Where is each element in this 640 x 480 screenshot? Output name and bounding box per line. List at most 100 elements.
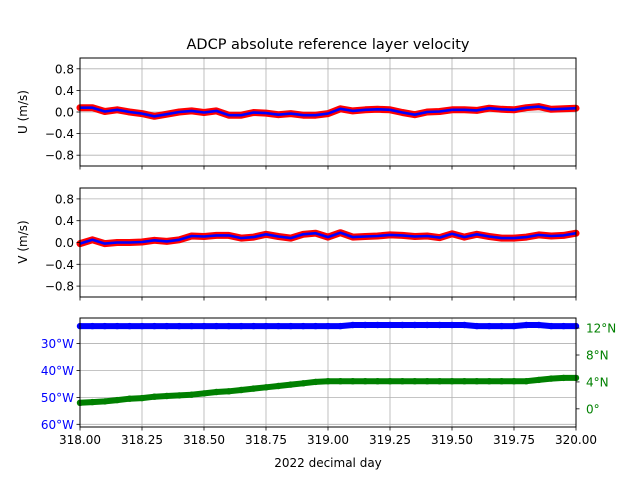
pos-xtick-label-3: 318.75 (245, 433, 287, 447)
lon-point-19 (312, 322, 319, 330)
lon-point-1 (89, 322, 96, 330)
lat-point-8 (176, 392, 183, 399)
x-axis-label: 2022 decimal day (274, 456, 382, 470)
v-ytick-label-0: −0.8 (45, 280, 74, 294)
lon-point-31 (461, 321, 468, 329)
lon-point-23 (362, 321, 369, 329)
position-panel-grid (79, 318, 577, 427)
lat-point-1 (89, 398, 96, 406)
lat-ytick-label-0: 0° (586, 402, 600, 416)
lon-point-38 (548, 322, 555, 330)
lat-point-35 (510, 378, 518, 385)
v-smoothed-line (79, 231, 577, 245)
pos-xtick-label-1: 318.25 (121, 433, 163, 447)
lon-point-22 (349, 321, 356, 329)
lat-point-29 (436, 378, 443, 385)
lat-point-37 (535, 376, 542, 384)
lon-point-12 (225, 322, 232, 330)
pos-xtick-label-4: 319.00 (307, 433, 349, 447)
lat-point-33 (486, 378, 493, 385)
u-ytick-label-4: 0.8 (55, 62, 74, 76)
position-panel-ticks: 318.00 318.25 318.50 318.75 319.00 319.25 319.… (41, 322, 616, 447)
lat-point-10 (200, 390, 208, 397)
v-ytick-label-1: −0.4 (45, 258, 74, 272)
pos-xtick-label-7: 319.75 (493, 433, 535, 447)
lon-point-26 (399, 321, 406, 329)
v-ytick-label-4: 0.8 (55, 192, 74, 206)
u-ytick-label-1: −0.4 (45, 127, 74, 141)
u-ytick-label-3: 0.4 (55, 84, 74, 98)
lon-ytick-label-2: 50°W (41, 391, 74, 405)
lat-point-6 (151, 393, 158, 400)
lat-point-20 (324, 378, 332, 385)
v-panel: −0.8 −0.4 0.0 0.4 0.8 V (m/s) (16, 187, 580, 301)
v-panel-grid (79, 188, 577, 297)
lon-ytick-label-0: 30°W (41, 337, 74, 351)
lon-point-9 (188, 322, 195, 330)
lon-point-34 (498, 322, 505, 330)
lon-point-2 (101, 322, 109, 330)
pos-xtick-label-5: 319.25 (369, 433, 411, 447)
lat-point-32 (473, 378, 480, 385)
lat-point-15 (262, 384, 270, 391)
lon-point-5 (138, 322, 146, 330)
lon-point-28 (424, 321, 431, 329)
lat-point-3 (114, 396, 121, 404)
v-panel-marks (76, 229, 580, 248)
lat-point-25 (386, 378, 394, 385)
lon-ytick-label-3: 60°W (41, 418, 74, 432)
lat-point-30 (448, 378, 456, 385)
pos-xtick-label-8: 320.00 (555, 433, 597, 447)
lon-point-33 (486, 322, 493, 330)
lat-point-14 (250, 385, 257, 392)
lat-point-27 (411, 378, 418, 385)
lat-ytick-label-3: 12°N (586, 322, 616, 336)
v-axis-label: V (m/s) (16, 220, 30, 263)
u-ytick-label-2: 0.0 (55, 106, 74, 120)
u-panel: −0.8 −0.4 0.0 0.4 0.8 U (m/s) (16, 57, 580, 170)
u-panel-marks (76, 103, 580, 120)
lon-point-6 (151, 322, 158, 330)
lat-point-39 (560, 374, 567, 382)
lon-point-8 (176, 322, 183, 330)
lon-point-11 (213, 322, 220, 330)
lon-point-32 (473, 322, 480, 330)
lat-point-16 (275, 382, 282, 390)
lat-point-23 (362, 378, 369, 385)
lat-point-24 (374, 378, 381, 385)
lon-point-16 (275, 322, 282, 330)
lon-point-36 (523, 321, 530, 329)
lat-point-2 (101, 398, 109, 405)
lon-point-29 (436, 321, 443, 329)
lat-ytick-label-2: 8°N (586, 349, 609, 363)
pos-xtick-label-0: 318.00 (59, 433, 101, 447)
lon-point-25 (386, 321, 394, 329)
lon-point-17 (287, 322, 294, 330)
lat-point-18 (300, 380, 307, 387)
pos-xtick-label-6: 319.50 (431, 433, 473, 447)
lon-ytick-label-1: 40°W (41, 364, 74, 378)
lat-point-12 (225, 388, 232, 395)
lon-point-10 (200, 322, 208, 330)
lat-point-17 (287, 381, 294, 388)
lon-point-18 (300, 322, 307, 330)
lon-point-39 (560, 322, 567, 330)
lat-point-19 (312, 378, 319, 386)
lat-point-11 (213, 388, 220, 396)
u-panel-ticks: −0.8 −0.4 0.0 0.4 0.8 (45, 62, 577, 170)
lat-point-28 (424, 378, 431, 385)
lat-ytick-label-1: 4°N (586, 375, 609, 389)
lon-point-7 (163, 322, 170, 330)
lat-point-9 (188, 391, 195, 398)
v-panel-ticks: −0.8 −0.4 0.0 0.4 0.8 (45, 192, 577, 301)
position-panel-marks (76, 321, 580, 406)
position-panel: 318.00 318.25 318.50 318.75 319.00 319.25 319.… (41, 317, 616, 470)
lon-point-15 (262, 322, 270, 330)
chart-title: ADCP absolute reference layer velocity (186, 37, 469, 53)
lat-point-36 (523, 378, 530, 385)
u-ytick-label-0: −0.8 (45, 149, 74, 163)
v-ytick-label-2: 0.0 (55, 236, 74, 250)
lat-point-4 (126, 395, 133, 402)
lon-point-24 (374, 321, 381, 329)
